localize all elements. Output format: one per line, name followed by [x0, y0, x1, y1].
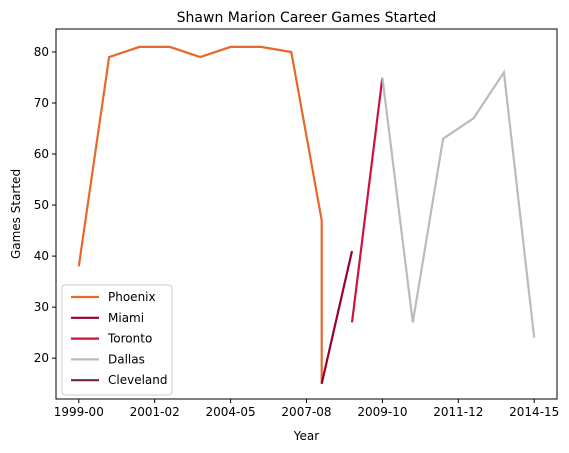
y-tick-label: 40	[34, 249, 49, 263]
legend-label-toronto: Toronto	[107, 332, 152, 346]
x-tick-label: 2001-02	[130, 405, 180, 419]
legend-label-phoenix: Phoenix	[108, 290, 156, 304]
y-tick-label: 70	[34, 96, 49, 110]
y-tick-label: 50	[34, 198, 49, 212]
legend-label-cleveland: Cleveland	[108, 373, 168, 387]
series-line-miami	[322, 251, 352, 384]
legend: Phoenix Miami Toronto Dallas Cleveland	[62, 285, 172, 395]
legend-label-miami: Miami	[108, 311, 144, 325]
x-axis-label: Year	[293, 429, 319, 443]
y-tick-label: 20	[34, 351, 49, 365]
chart-title: Shawn Marion Career Games Started	[177, 10, 437, 26]
x-tick-label: 2009-10	[357, 405, 407, 419]
y-axis-label: Games Started	[9, 169, 23, 259]
x-tick-label: 2014-15	[509, 405, 559, 419]
y-tick-label: 60	[34, 147, 49, 161]
x-tick-label: 2011-12	[433, 405, 483, 419]
series-line-dallas	[382, 72, 534, 337]
series-line-toronto	[352, 78, 382, 323]
y-tick-label: 30	[34, 300, 49, 314]
x-tick-label: 1999-00	[54, 405, 104, 419]
x-tick-label: 2007-08	[281, 405, 331, 419]
x-tick-label: 2004-05	[206, 405, 256, 419]
legend-label-dallas: Dallas	[108, 352, 145, 366]
y-tick-label: 80	[34, 45, 49, 59]
